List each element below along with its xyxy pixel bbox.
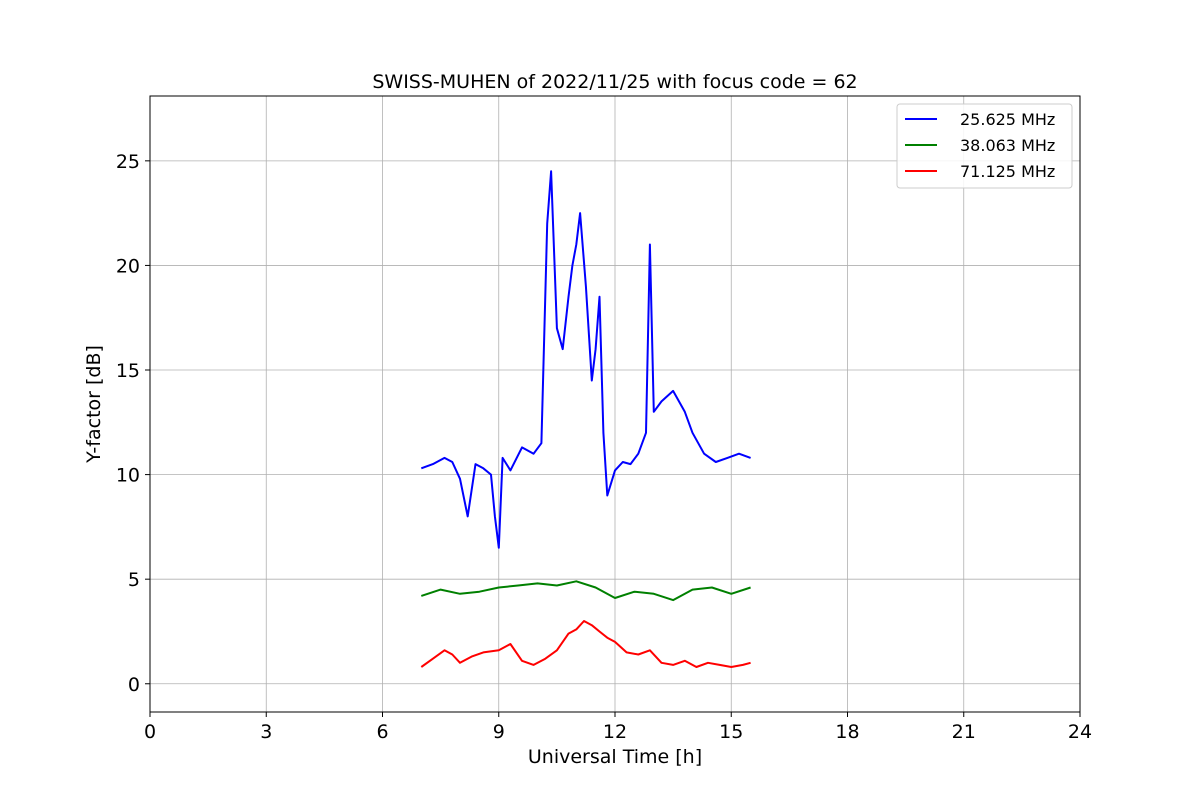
y-tick-label: 0 [128,674,140,696]
y-tick-label: 15 [116,360,140,382]
x-axis-title: Universal Time [h] [528,746,702,768]
x-tick-label: 12 [603,721,627,743]
legend-label: 38.063 MHz [960,136,1055,155]
chart-title: SWISS-MUHEN of 2022/11/25 with focus cod… [372,71,857,93]
x-tick-label: 9 [493,721,505,743]
y-tick-label: 25 [116,151,140,173]
x-tick-label: 6 [376,721,388,743]
x-tick-label: 18 [835,721,859,743]
series-line-2 [420,620,751,668]
y-tick-label: 5 [128,569,140,591]
series-line-0 [420,170,751,549]
x-tick-label: 21 [952,721,976,743]
ticks: 0 3 6 9 12 15 18 21 24 0 5 10 15 20 25 [116,151,1092,743]
series-layer [420,170,751,668]
x-tick-label: 3 [260,721,272,743]
series-line-1 [420,580,751,602]
y-axis-title: Y-factor [dB] [83,345,105,464]
x-tick-label: 15 [719,721,743,743]
y-tick-label: 10 [116,465,140,487]
legend-box [896,103,1073,189]
legend-label: 71.125 MHz [960,162,1055,181]
grid [149,96,1081,712]
y-tick-label: 20 [116,255,140,277]
legend-label: 25.625 MHz [960,110,1055,129]
x-tick-label: 24 [1068,721,1092,743]
legend: 25.625 MHz 38.063 MHz 71.125 MHz [896,103,1073,189]
x-tick-label: 0 [144,721,156,743]
